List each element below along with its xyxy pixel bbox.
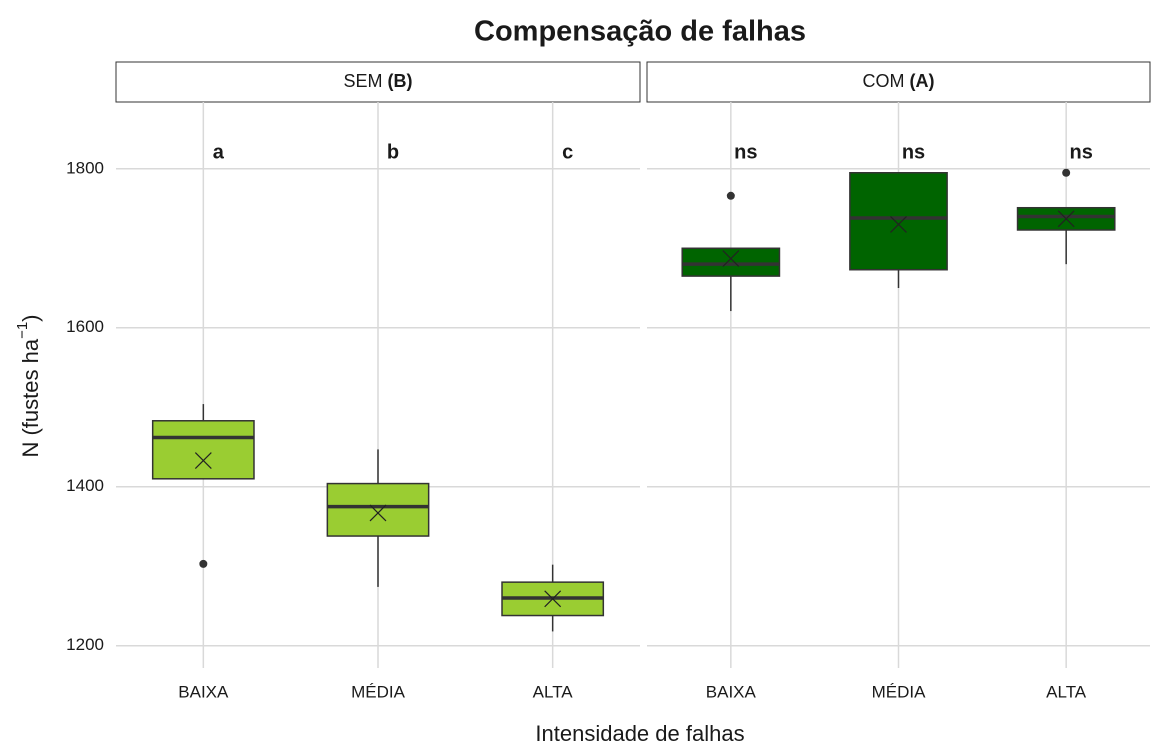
letter-label: a (213, 141, 225, 163)
y-label-text: N (fustes ha (18, 338, 43, 457)
strip-label: SEM (B) (343, 71, 412, 91)
x-tick-label: ALTA (533, 682, 574, 701)
mean-stroke (194, 452, 212, 469)
mean-stroke (1057, 210, 1075, 228)
mean-marker (369, 504, 387, 522)
mean-marker (890, 215, 907, 233)
letter-label: ns (902, 141, 925, 163)
letter-label: c (562, 141, 573, 163)
strip-label: COM (A) (862, 71, 934, 91)
strip (115, 61, 641, 103)
outlier (726, 191, 735, 200)
y-tick-label: 1800 (66, 158, 104, 177)
outlier (1062, 168, 1071, 177)
mean-stroke (890, 215, 907, 233)
letter-label: b (387, 141, 399, 163)
mean-marker (194, 452, 212, 469)
x-axis-label: Intensidade de falhas (535, 721, 744, 746)
x-tick-label: ALTA (1046, 682, 1087, 701)
box (849, 172, 948, 271)
x-tick-label: MÉDIA (351, 682, 406, 701)
chart-title: Compensação de falhas (474, 16, 806, 48)
box (151, 420, 255, 480)
strip-text: COM (862, 71, 904, 91)
mean-stroke (544, 590, 562, 608)
x-tick-label: BAIXA (178, 682, 229, 701)
strip-text: SEM (343, 71, 382, 91)
mean-stroke (722, 250, 740, 268)
y-tick-label: 1600 (66, 317, 104, 336)
letter-label: ns (734, 141, 757, 163)
mean-marker (544, 590, 562, 608)
y-label-sup: −1 (14, 322, 31, 339)
mean-stroke (369, 504, 387, 522)
y-label-end: ) (18, 314, 43, 321)
box (326, 482, 430, 537)
box (681, 247, 781, 277)
y-axis-label: N (fustes ha−1) (14, 314, 43, 457)
mean-marker (1057, 210, 1075, 228)
x-tick-label: BAIXA (706, 682, 757, 701)
y-tick-label: 1400 (66, 476, 104, 495)
letter-label: ns (1069, 141, 1092, 163)
strip-bold: (B) (388, 71, 413, 91)
strip-bold: (A) (910, 71, 935, 91)
outlier (199, 559, 208, 568)
strip (646, 61, 1151, 103)
y-tick-label: 1200 (66, 635, 104, 654)
x-tick-label: MÉDIA (872, 682, 927, 701)
mean-marker (722, 250, 740, 268)
